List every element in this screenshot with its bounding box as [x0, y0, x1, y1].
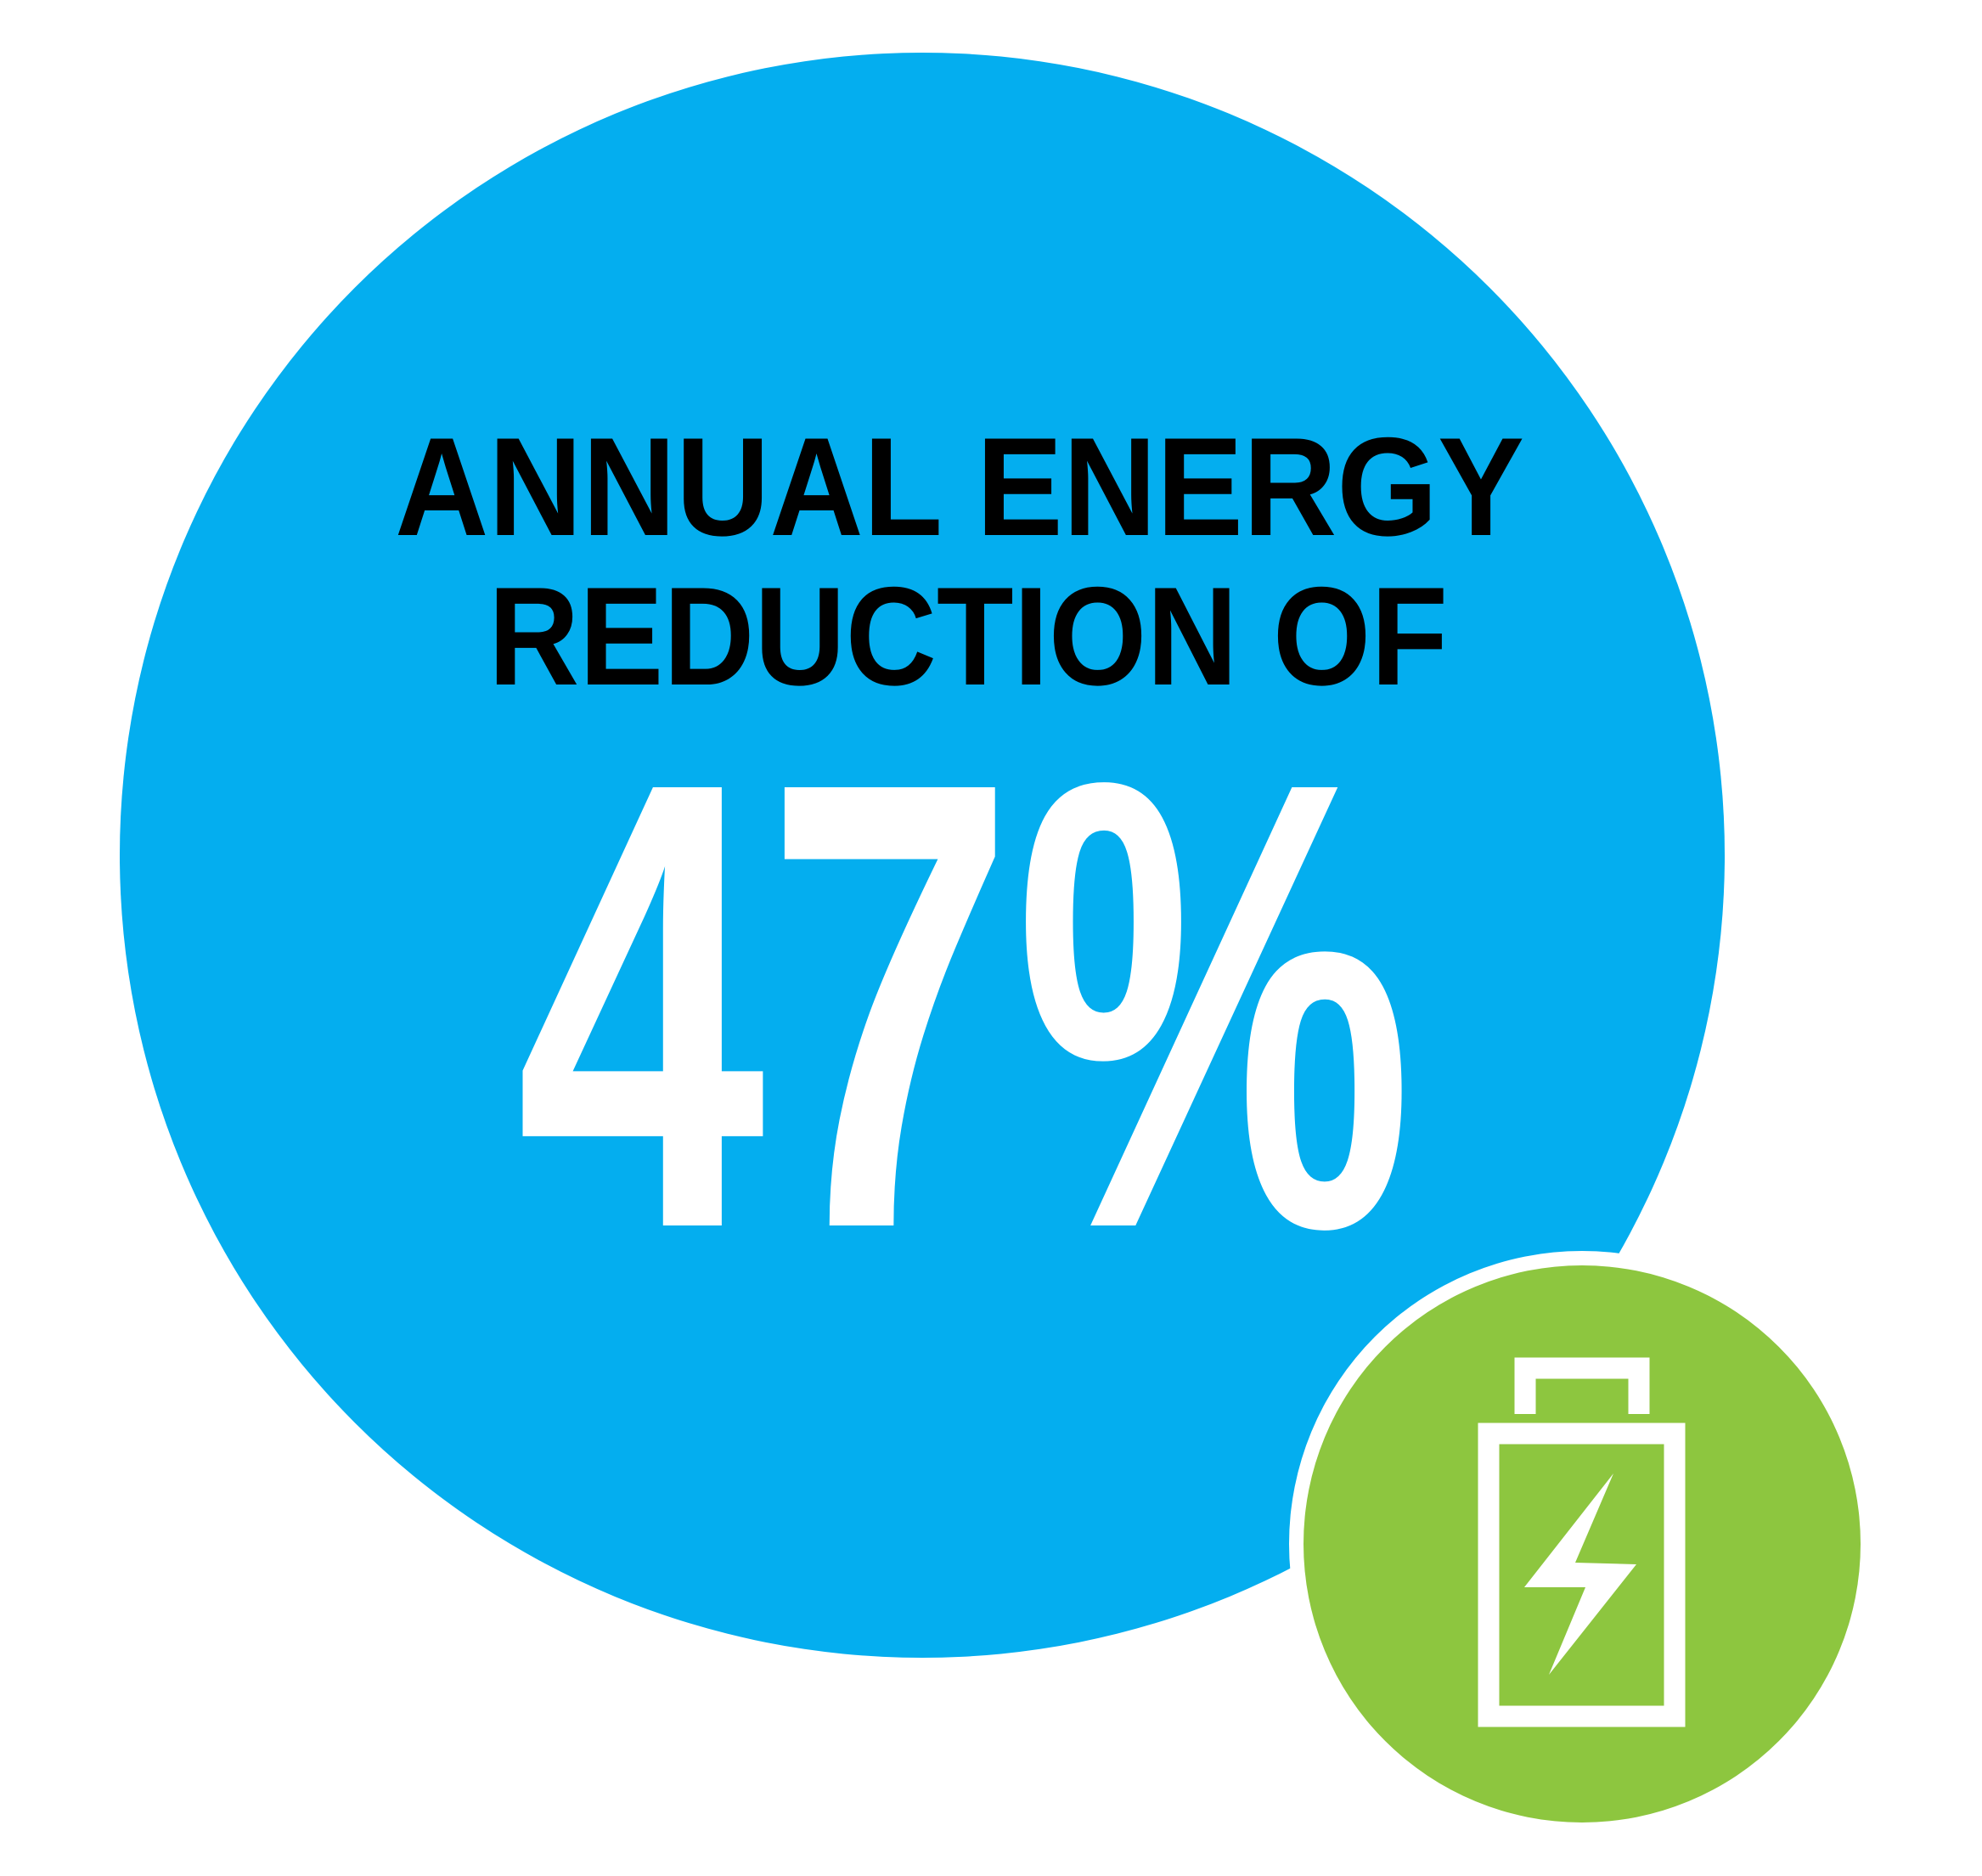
heading-line: REDUCTION OF	[488, 558, 1448, 714]
battery-cap	[1514, 1357, 1650, 1414]
battery-body	[1478, 1422, 1686, 1727]
lightning-bolt	[1524, 1473, 1636, 1675]
battery-icon	[1478, 1357, 1686, 1727]
blue-circle	[120, 53, 1725, 1658]
heading-line: ANNUAL ENERGY	[395, 408, 1524, 565]
highlight-value: 47%	[516, 649, 1414, 1361]
